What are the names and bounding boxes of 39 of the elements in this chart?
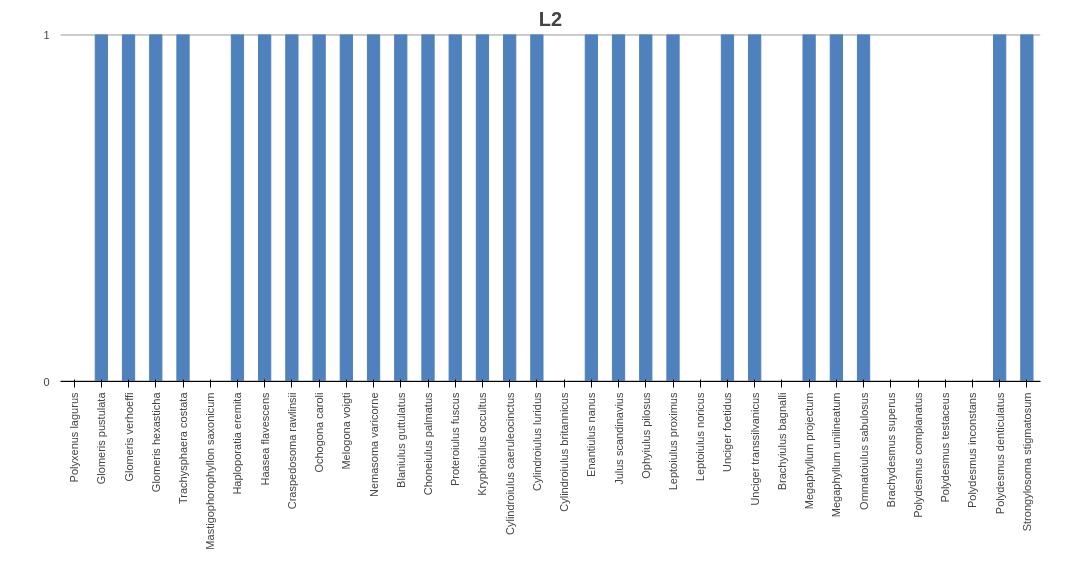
x-tick-label: Leptoiulus proximus (667, 392, 679, 491)
x-tick-label: Nemasoma varicorne (367, 392, 380, 498)
x-tick-label: Choneiulus palmatus (422, 392, 434, 496)
x-tick-label: Brachydesmus superus (884, 392, 897, 508)
x-tick-label: Kryphioiulus occultus (476, 392, 489, 496)
x-tick-label: Strongylosoma stigmatosum (1020, 392, 1033, 532)
x-tick-label: Enantiulus nanus (585, 392, 598, 477)
x-tick-label: Polydesmus complanatus (912, 392, 924, 518)
x-tick-label: Polydesmus denticulatus (993, 392, 1006, 515)
x-tick-label: Cylindroiulus luridus (530, 392, 543, 491)
x-tick-label: Haasea flavescens (258, 392, 271, 486)
x-tick-label: Megaphyllum projectum (803, 392, 816, 510)
x-tick-label: Polyxenus lagurus (68, 392, 81, 483)
x-tick-label: Cylindroiulus caeruleocinctus (503, 392, 516, 535)
x-tick-label: Mastigophorophyllon saxonicum (204, 392, 217, 550)
x-tick-label: Megaphyllum unilineatum (830, 392, 843, 518)
x-tick-label: Ophyiulus pilosus (639, 392, 652, 479)
x-tick-label: Haploporatia eremita (231, 391, 244, 495)
y-tick-label: 0 (43, 375, 50, 388)
x-tick-label: Polydesmus inconstans (966, 392, 979, 509)
x-tick-label: Polydesmus testaceus (939, 392, 952, 503)
x-tick-label: Ochogona caroli (313, 392, 326, 473)
x-tick-label: Blaniulus guttulatus (394, 392, 407, 488)
y-tick-label: 1 (43, 28, 50, 41)
x-tick-label: Cylindroiulus britannicus (558, 392, 571, 512)
x-tick-label: Glomeris verhoeffi (122, 392, 135, 482)
x-tick-label: Brachyiulus bagnalli (775, 392, 788, 491)
x-tick-label: Unciger foetidus (721, 392, 734, 472)
x-tick-label: Glomeris hexasticha (149, 391, 162, 493)
x-tick-label: Julus scandinavius (612, 392, 625, 485)
chart-title: L2 (538, 7, 563, 30)
x-tick-label: Proteroiulus fuscus (449, 392, 462, 487)
x-tick-label: Leptoiulus noricus (694, 392, 707, 482)
x-tick-label: Craspedosoma rawlinsii (285, 392, 298, 510)
x-tick-label: Trachysphaera costata (177, 391, 189, 504)
x-tick-label: Glomeris pustulata (95, 391, 108, 485)
x-tick-label: Melogona voigti (340, 392, 353, 470)
x-tick-label: Ommatoiulus sabulosus (857, 392, 870, 510)
x-tick-label: Unciger transsilvanicus (748, 392, 761, 506)
